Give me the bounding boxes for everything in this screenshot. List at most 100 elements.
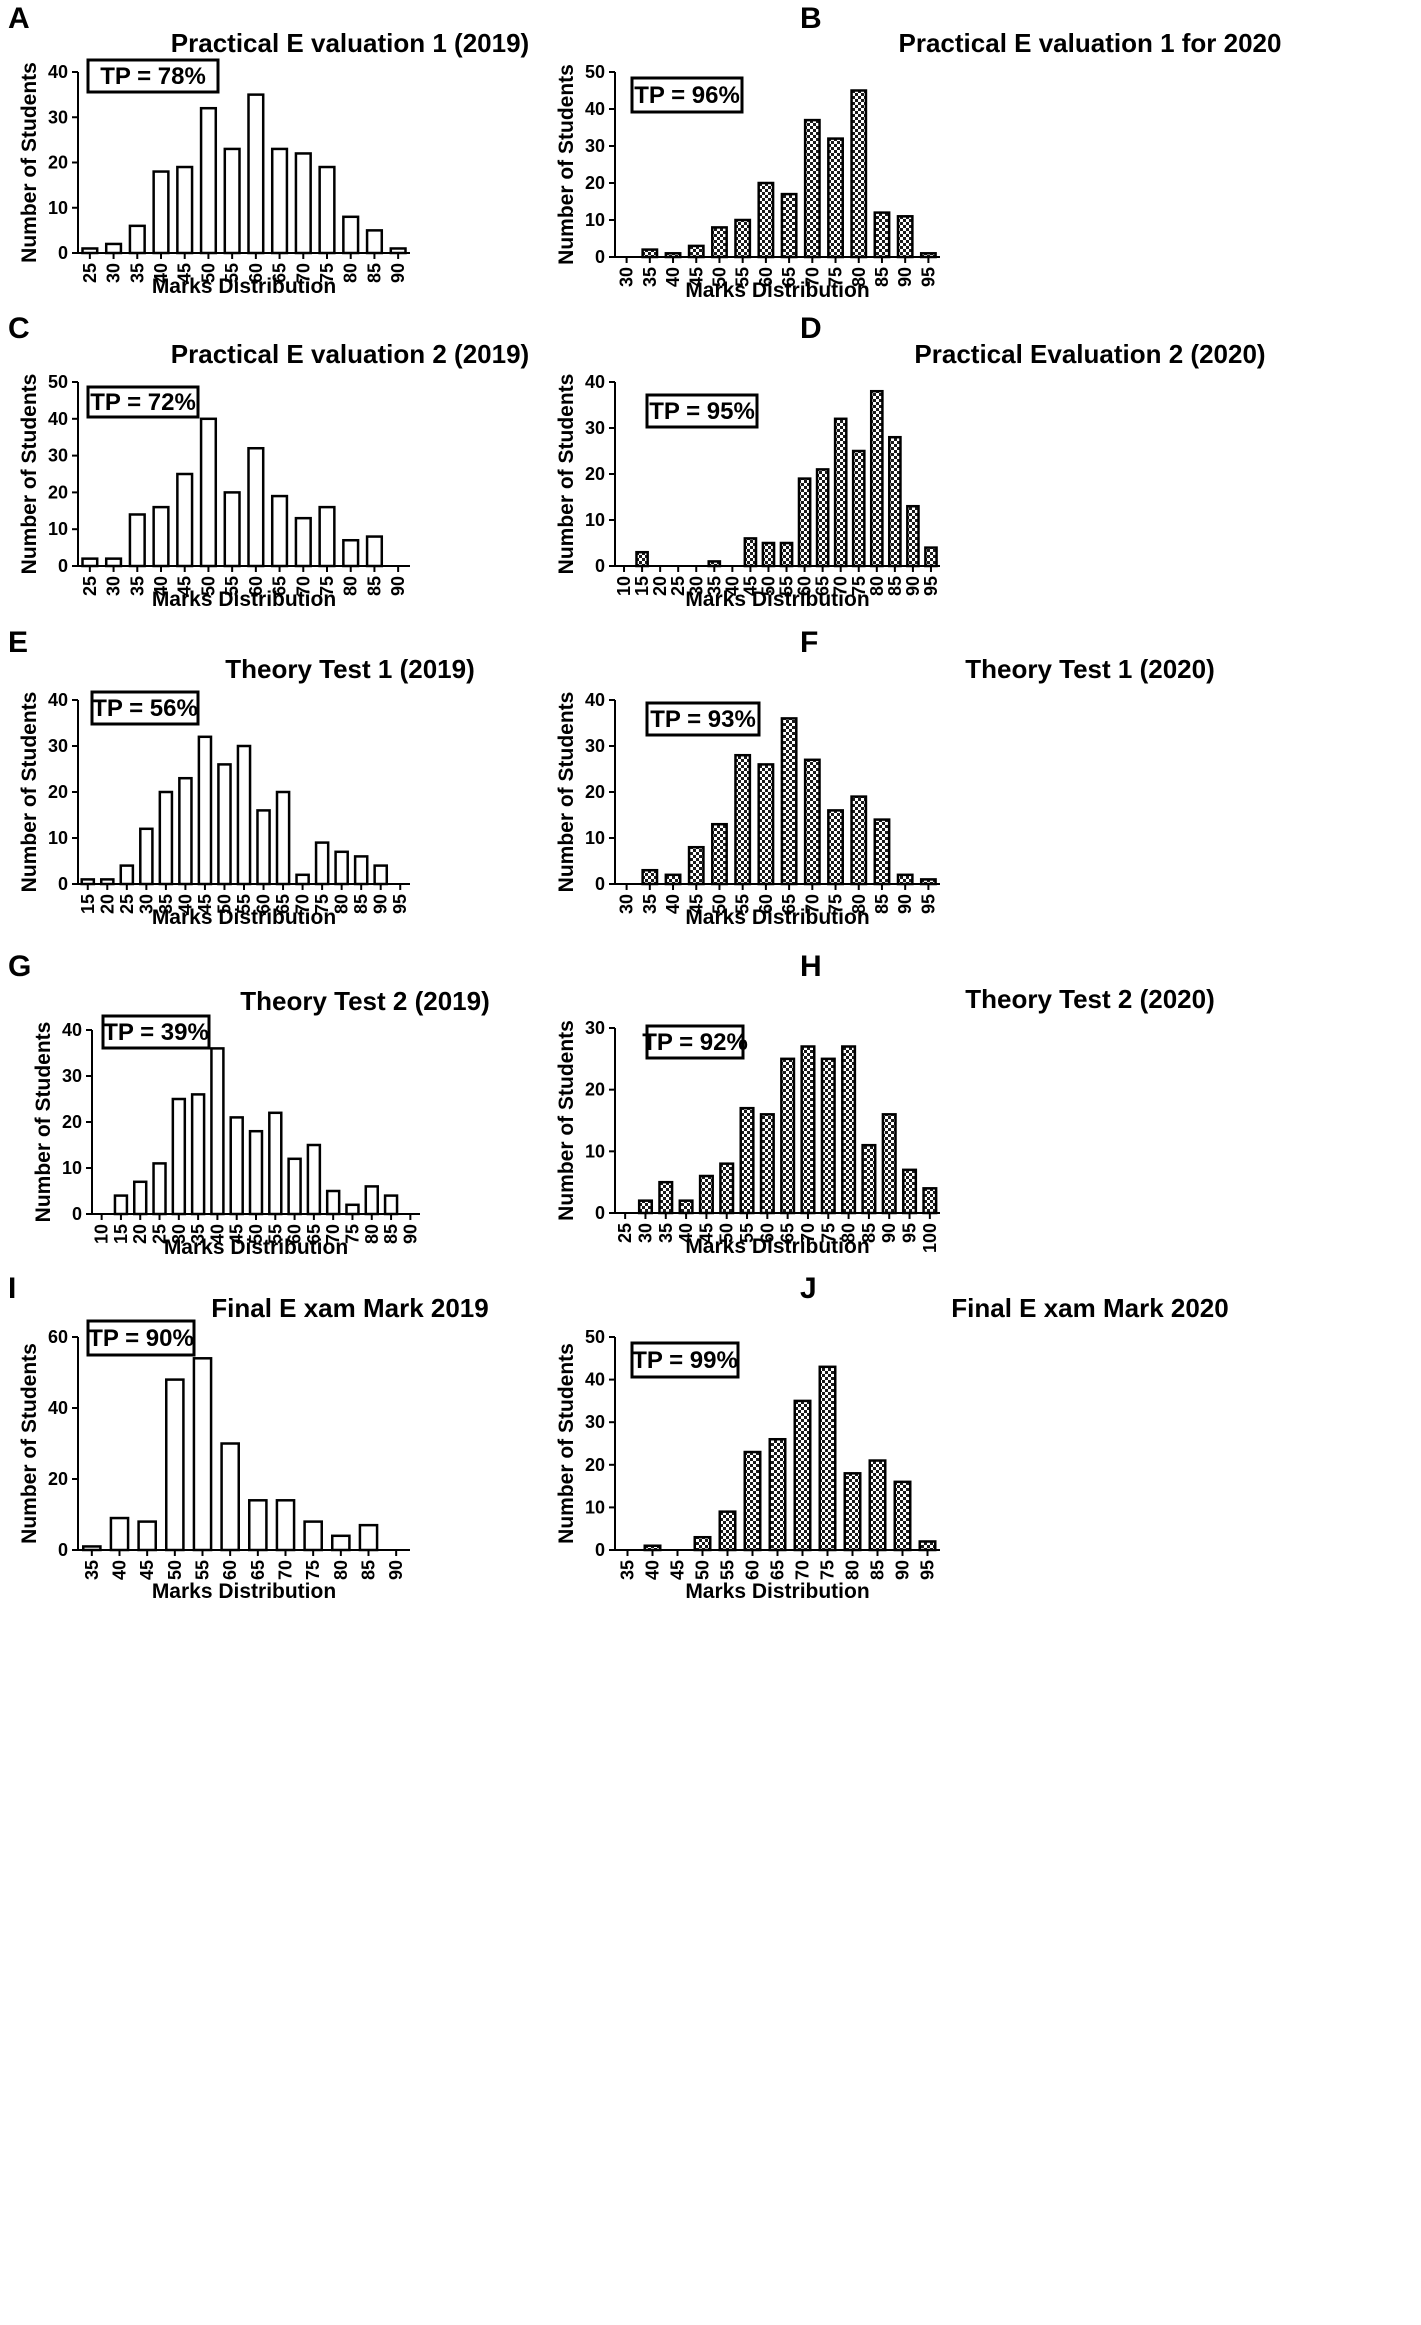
tp-box [86,58,220,94]
x-tick-label: 70 [831,576,851,596]
bar-85 [873,211,891,259]
x-tick-label: 65 [779,267,799,287]
x-tick-label: 85 [359,1560,379,1580]
x-tick-label: 45 [686,267,706,287]
y-tick-label: 20 [585,173,605,193]
x-axis-label: Marks Distribution [152,906,336,929]
x-tick-label: 85 [351,894,371,914]
x-tick-label: 50 [214,894,234,914]
x-tick-label: 80 [341,263,361,283]
bar-85 [873,818,891,886]
panel-letter-b: B [800,2,822,35]
y-axis-label: Number of Students [555,1020,578,1221]
bar-25 [119,864,135,886]
y-tick-label: 10 [48,519,68,539]
bar-30 [171,1097,187,1216]
x-tick-label: 70 [802,894,822,914]
bar-55 [718,1510,737,1552]
x-tick-label: 25 [668,576,688,596]
x-tick-label: 70 [293,576,313,596]
bar-60 [743,1450,762,1552]
x-tick-label: 55 [733,894,753,914]
bar-25 [152,1162,167,1216]
tp-box [630,76,744,114]
bar-45 [229,1116,244,1216]
x-tick-label: 90 [895,894,915,914]
bar-50 [199,417,218,568]
bar-30 [139,827,154,886]
x-tick-label: 30 [686,576,706,596]
y-axis-label: Number of Students [18,1343,41,1544]
y-tick-label: 10 [48,828,68,848]
bar-65 [270,494,289,568]
bar-95 [924,546,938,568]
bar-75 [827,809,844,886]
bar-65 [248,1499,268,1552]
y-tick-label: 40 [48,409,68,429]
y-axis-label: Number of Students [555,374,578,575]
x-tick-label: 90 [903,576,923,596]
tp-label: TP = 72% [90,389,196,416]
y-tick-label: 40 [585,372,605,392]
x-tick-label: 50 [246,1224,266,1244]
x-tick-label: 20 [97,894,117,914]
x-tick-label: 70 [293,263,313,283]
bar-60 [757,763,775,886]
y-tick-label: 30 [62,1066,82,1086]
y-tick-label: 0 [595,1540,605,1560]
x-tick-label: 65 [248,1560,268,1580]
bar-90 [881,1113,897,1215]
bar-80 [850,89,868,259]
tp-box [645,393,759,429]
bar-50 [711,822,728,886]
bar-45 [137,1520,157,1552]
bar-85 [358,1523,379,1552]
x-tick-label: 95 [900,1223,920,1243]
x-tick-label: 55 [718,1560,738,1580]
y-tick-label: 0 [58,556,68,576]
x-tick-label: 85 [872,267,892,287]
chart-title: Theory Test 1 (2019) [225,654,475,684]
bar-65 [768,1437,787,1552]
x-tick-label: 35 [188,1224,208,1244]
y-tick-label: 20 [48,1469,68,1489]
x-axis-label: Marks Distribution [685,1235,869,1258]
x-tick-label: 60 [795,576,815,596]
tp-box [630,1341,740,1379]
bar-65 [815,468,830,568]
x-tick-label: 35 [640,894,660,914]
bar-45 [176,165,194,255]
bar-55 [734,218,752,259]
bar-95 [901,1168,918,1215]
bar-40 [178,776,193,886]
y-tick-label: 40 [62,1020,82,1040]
y-tick-label: 20 [585,464,605,484]
chart-title: Final E xam Mark 2020 [951,1293,1228,1323]
x-tick-label: 35 [127,263,147,283]
bar-45 [698,1174,714,1215]
x-tick-label: 70 [293,894,313,914]
x-tick-label: 45 [686,894,706,914]
bar-25 [81,557,99,568]
x-tick-label: 25 [117,894,137,914]
bar-15 [80,878,96,886]
x-tick-label: 95 [918,267,938,287]
y-tick-label: 40 [585,1370,605,1390]
x-tick-label: 80 [341,576,361,596]
bar-80 [342,538,360,568]
x-tick-label: 60 [743,1560,763,1580]
bar-35 [128,224,146,255]
x-tick-label: 55 [234,894,254,914]
y-tick-label: 20 [585,782,605,802]
tp-box [90,690,200,726]
x-axis-label: Marks Distribution [685,588,869,611]
x-tick-label: 55 [193,1560,213,1580]
x-tick-label: 30 [617,267,637,287]
x-tick-label: 30 [136,894,156,914]
bar-80 [331,1534,351,1552]
y-axis-label: Number of Students [18,374,41,575]
y-tick-label: 10 [585,828,605,848]
chart-c: C Practical E valuation 2 (2019) 0 10 20 30 40… [8,312,529,611]
